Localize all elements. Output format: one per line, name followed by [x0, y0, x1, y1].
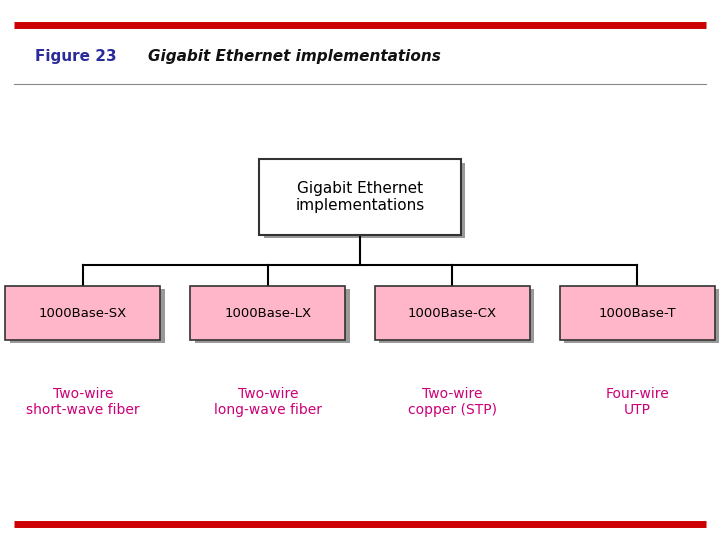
FancyBboxPatch shape	[6, 286, 160, 340]
Text: 1000Base-LX: 1000Base-LX	[224, 307, 312, 320]
FancyBboxPatch shape	[259, 159, 461, 235]
Text: Four-wire
UTP: Four-wire UTP	[606, 387, 669, 417]
Text: Figure 23: Figure 23	[35, 49, 116, 64]
Text: Two-wire
long-wave fiber: Two-wire long-wave fiber	[214, 387, 322, 417]
FancyBboxPatch shape	[564, 289, 719, 343]
FancyBboxPatch shape	[264, 163, 465, 238]
Text: Two-wire
copper (STP): Two-wire copper (STP)	[408, 387, 497, 417]
Text: Gigabit Ethernet implementations: Gigabit Ethernet implementations	[148, 49, 441, 64]
Text: Two-wire
short-wave fiber: Two-wire short-wave fiber	[26, 387, 140, 417]
FancyBboxPatch shape	[194, 289, 350, 343]
FancyBboxPatch shape	[374, 286, 529, 340]
FancyBboxPatch shape	[379, 289, 534, 343]
FancyBboxPatch shape	[560, 286, 714, 340]
Text: 1000Base-T: 1000Base-T	[598, 307, 676, 320]
FancyBboxPatch shape	[190, 286, 346, 340]
Text: 1000Base-SX: 1000Base-SX	[39, 307, 127, 320]
FancyBboxPatch shape	[10, 289, 165, 343]
Text: Gigabit Ethernet
implementations: Gigabit Ethernet implementations	[295, 181, 425, 213]
Text: 1000Base-CX: 1000Base-CX	[408, 307, 497, 320]
